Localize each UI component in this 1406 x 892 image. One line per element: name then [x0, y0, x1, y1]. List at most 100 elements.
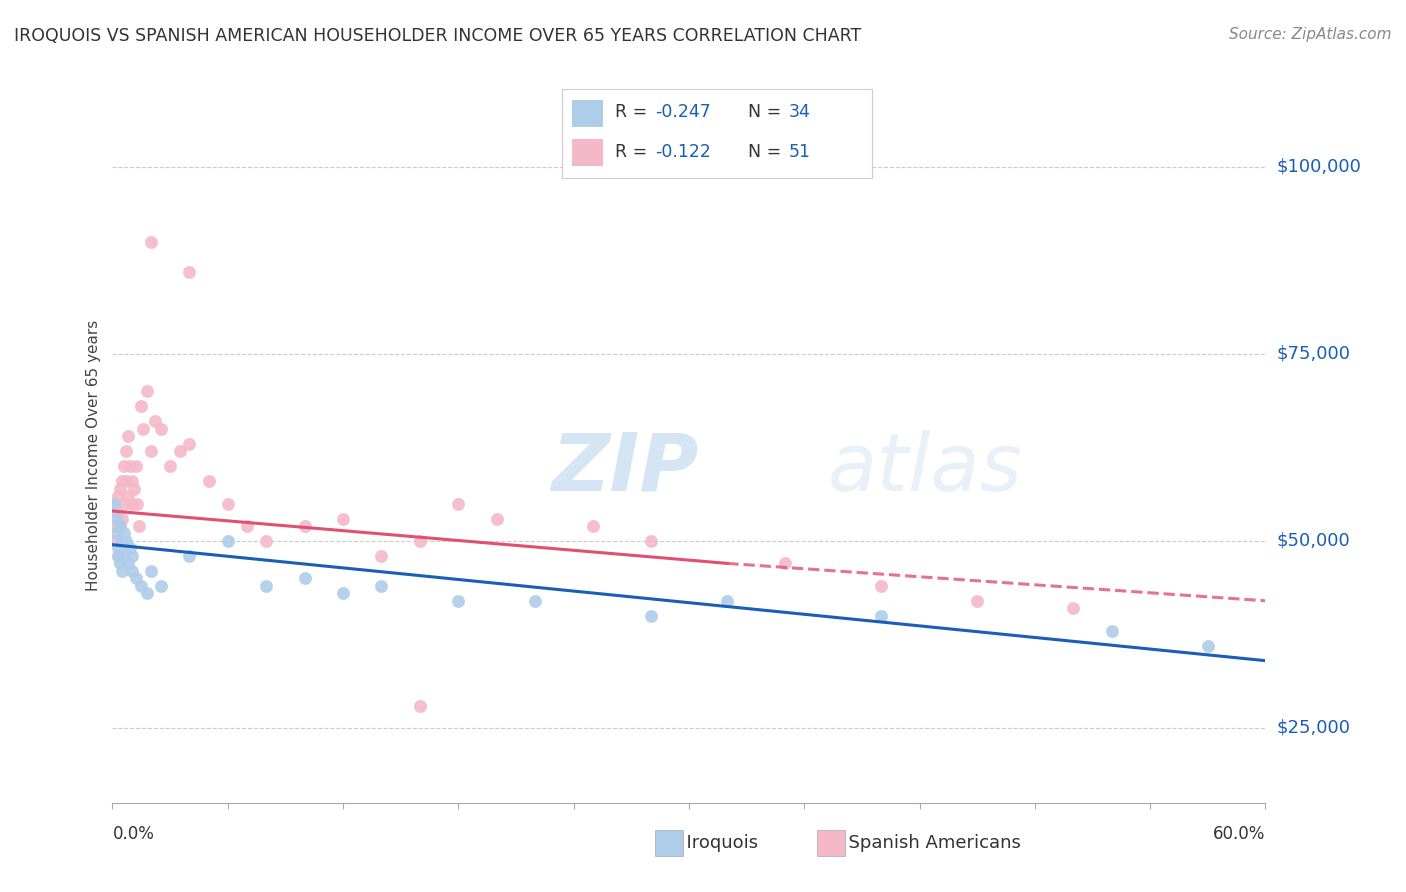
- Point: [139, 444, 162, 458]
- Point: [105, 533, 128, 548]
- Text: 0.0%: 0.0%: [112, 825, 155, 843]
- Point: [129, 579, 153, 593]
- Point: [107, 489, 129, 503]
- Point: [1197, 639, 1219, 653]
- Point: [136, 586, 159, 600]
- Text: 60.0%: 60.0%: [1213, 825, 1265, 843]
- Point: [108, 482, 131, 496]
- Point: [112, 497, 135, 511]
- Point: [111, 564, 134, 578]
- Point: [121, 474, 143, 488]
- Point: [294, 571, 316, 585]
- Point: [121, 497, 143, 511]
- Text: -0.247: -0.247: [655, 103, 711, 121]
- Point: [139, 564, 162, 578]
- Point: [236, 519, 259, 533]
- Point: [108, 519, 131, 533]
- Text: $100,000: $100,000: [1277, 158, 1361, 176]
- Point: [112, 459, 135, 474]
- Text: R =: R =: [614, 143, 652, 161]
- Point: [139, 235, 162, 249]
- Y-axis label: Householder Income Over 65 years: Householder Income Over 65 years: [86, 319, 101, 591]
- Point: [127, 497, 149, 511]
- Point: [122, 482, 145, 496]
- Point: [107, 541, 129, 556]
- Point: [332, 586, 354, 600]
- Point: [115, 474, 138, 488]
- Point: [370, 549, 392, 563]
- Point: [149, 579, 172, 593]
- Point: [254, 579, 277, 593]
- Point: [118, 459, 141, 474]
- Point: [773, 557, 796, 571]
- Point: [159, 459, 181, 474]
- Point: [105, 511, 128, 525]
- Text: R =: R =: [614, 103, 652, 121]
- Text: N =: N =: [748, 143, 787, 161]
- Point: [217, 533, 239, 548]
- Point: [107, 549, 129, 563]
- FancyBboxPatch shape: [817, 830, 845, 855]
- Point: [409, 698, 432, 713]
- Point: [117, 557, 139, 571]
- FancyBboxPatch shape: [572, 100, 603, 127]
- Text: IROQUOIS VS SPANISH AMERICAN HOUSEHOLDER INCOME OVER 65 YEARS CORRELATION CHART: IROQUOIS VS SPANISH AMERICAN HOUSEHOLDER…: [14, 27, 862, 45]
- Point: [149, 422, 172, 436]
- Text: $75,000: $75,000: [1277, 345, 1351, 363]
- Point: [107, 549, 129, 563]
- Point: [117, 429, 139, 443]
- Point: [254, 533, 277, 548]
- Point: [121, 564, 143, 578]
- Text: 34: 34: [789, 103, 810, 121]
- Text: Spanish Americans: Spanish Americans: [837, 834, 1021, 852]
- Point: [108, 557, 131, 571]
- Point: [870, 579, 893, 593]
- Point: [197, 474, 219, 488]
- Point: [870, 608, 893, 623]
- Point: [179, 436, 201, 450]
- Point: [115, 444, 138, 458]
- Text: $25,000: $25,000: [1277, 719, 1351, 737]
- Point: [129, 399, 153, 413]
- Text: -0.122: -0.122: [655, 143, 711, 161]
- Point: [103, 519, 125, 533]
- Point: [179, 549, 201, 563]
- Point: [332, 511, 354, 525]
- Point: [128, 519, 150, 533]
- Point: [111, 474, 134, 488]
- Point: [640, 533, 662, 548]
- Point: [640, 608, 662, 623]
- Point: [108, 519, 131, 533]
- Point: [115, 533, 138, 548]
- Text: $50,000: $50,000: [1277, 532, 1350, 550]
- Point: [582, 519, 605, 533]
- Point: [966, 594, 988, 608]
- FancyBboxPatch shape: [655, 830, 683, 855]
- Text: ZIP: ZIP: [551, 430, 697, 508]
- Text: atlas: atlas: [827, 430, 1022, 508]
- Point: [105, 526, 128, 541]
- Point: [716, 594, 738, 608]
- Point: [169, 444, 191, 458]
- Point: [112, 549, 135, 563]
- Point: [132, 422, 155, 436]
- Point: [111, 511, 134, 525]
- Point: [124, 571, 146, 585]
- Point: [143, 414, 166, 428]
- Point: [1062, 601, 1084, 615]
- Text: N =: N =: [748, 103, 787, 121]
- Text: Source: ZipAtlas.com: Source: ZipAtlas.com: [1229, 27, 1392, 42]
- Point: [111, 533, 134, 548]
- Point: [217, 497, 239, 511]
- Point: [524, 594, 547, 608]
- Point: [121, 549, 143, 563]
- Text: 51: 51: [789, 143, 810, 161]
- Text: Iroquois: Iroquois: [675, 834, 758, 852]
- Point: [409, 533, 432, 548]
- Point: [118, 541, 141, 556]
- Point: [124, 459, 146, 474]
- Point: [105, 504, 128, 518]
- Point: [447, 594, 470, 608]
- Point: [447, 497, 470, 511]
- Point: [294, 519, 316, 533]
